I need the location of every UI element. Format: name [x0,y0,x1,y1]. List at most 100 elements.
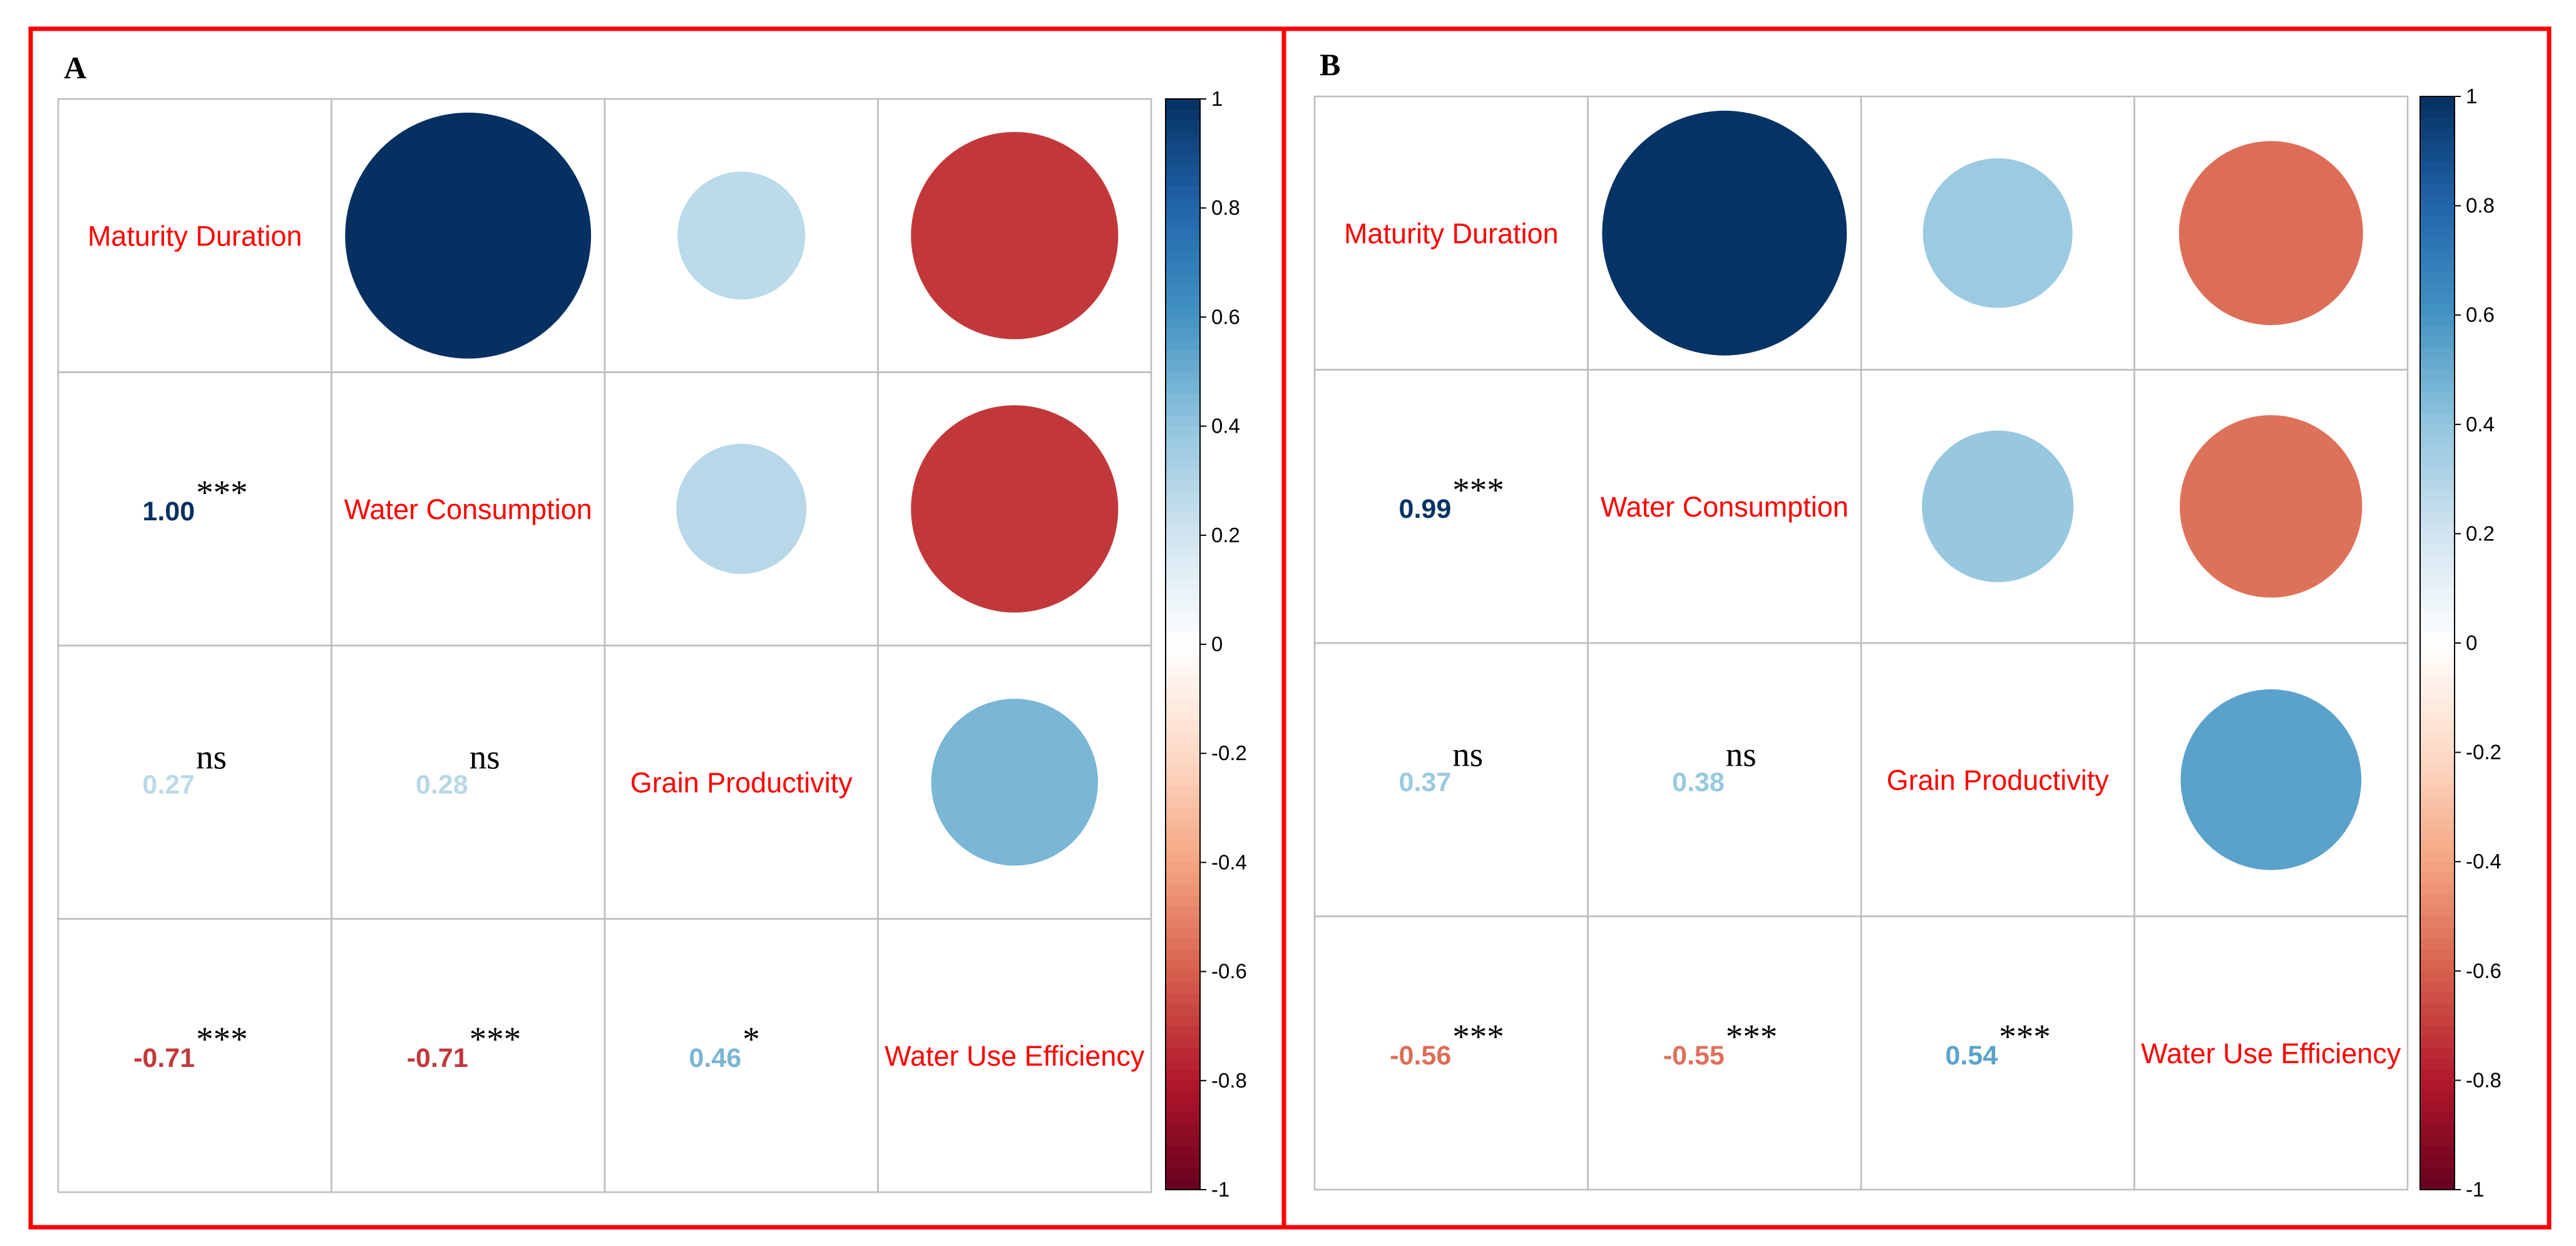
panel-a-colorbar-step [1166,687,1200,699]
panel-b-colorbar-step [2420,785,2455,797]
panel-a-colorbar-tick-label: 0.6 [1211,305,1240,328]
panel-a-colorbar-step [1166,164,1200,176]
panel-a-colorbar-step [1166,186,1200,198]
panel-a-colorbar-step [1166,251,1200,264]
panel-a-colorbar-step [1166,971,1200,983]
panel-b-colorbar-step [2420,217,2455,229]
panel-b-circle-2-3 [2180,689,2362,870]
panel-a-colorbar-step [1166,470,1200,481]
panel-a-circle-1-3 [911,405,1119,613]
panel-a-colorbar-step [1166,796,1200,809]
panel-b-colorbar-step [2420,512,2455,523]
panel-b-colorbar-step [2420,173,2455,185]
panel-b-colorbar-step [2420,118,2455,130]
panel-b-colorbar-step [2420,435,2455,447]
panel-b-colorbar-step [2420,238,2455,250]
panel-a: A 1 0.8 0.6 0.4 0.2 0 -0.2 -0.4 -0.6 -0.8 -1 Matur… [28,26,1286,1230]
panel-a-circle-1-2 [676,443,807,574]
panel-b-colorbar-step [2420,555,2455,567]
panel-a-circle-0-2 [677,172,806,300]
panel-a-colorbar-step [1166,677,1200,689]
panel-a-colorbar-step [1166,219,1200,230]
panel-b-colorbar-step [2420,960,2455,972]
panel-a-colorbar-step [1166,1069,1200,1081]
panel-a-colorbar-step [1166,448,1200,460]
panel-b-colorbar-step [2420,1178,2455,1190]
panel-b-colorbar-step [2420,894,2455,906]
panel-a-label-water-consumption: Water Consumption [344,493,592,525]
panel-a-colorbar-step [1166,262,1200,274]
panel-b-sig-3-1: *** [1726,1017,1778,1056]
panel-b-colorbar-tick-label: 0 [2466,631,2477,654]
panel-b-colorbar-tick-label: -0.6 [2466,959,2502,982]
panel-a-cell-3-3 [877,918,1152,1193]
panel-b-circle-1-3 [2180,415,2363,598]
panel-b-colorbar-step [2420,632,2455,644]
panel-b: B 1 0.8 0.6 0.4 0.2 0 -0.2 -0.4 -0.6 -0.8 -1 Matur… [1281,26,2552,1230]
panel-a-colorbar-step [1166,502,1200,514]
panel-b-colorbar-step [2420,698,2455,709]
panel-a-coef-3-2: 0.46 [689,1043,742,1073]
panel-a-colorbar-tick-label: 0 [1211,632,1223,656]
panel-a-colorbar-step [1166,927,1200,940]
panel-a-colorbar-step [1166,339,1200,351]
panel-b-colorbar-step [2420,883,2455,895]
panel-b-colorbar-step [2420,380,2455,393]
panel-a-colorbar-step [1166,731,1200,743]
panel-a-colorbar-step [1166,1168,1200,1180]
panel-a-colorbar-step [1166,131,1200,143]
panel-a-colorbar-step [1166,862,1200,874]
panel-a-colorbar-step [1166,589,1200,602]
panel-b-colorbar-step [2420,107,2455,119]
panel-b-sig-2-0: ns [1452,735,1483,773]
panel-b-colorbar-step [2420,315,2455,327]
panel-b-colorbar-step [2420,949,2455,961]
panel-a-colorbar-step [1166,361,1200,373]
panel-b-colorbar-step [2420,195,2455,207]
panel-b-colorbar-step [2420,862,2455,873]
panel-b-colorbar-step [2420,479,2455,491]
panel-b-colorbar-step [2420,643,2455,655]
panel-b-colorbar-step [2420,992,2455,1004]
panel-b-colorbar-step [2420,774,2455,786]
panel-b-colorbar-step [2420,664,2455,677]
panel-a-colorbar-step [1166,851,1200,863]
panel-b-colorbar-step [2420,752,2455,764]
panel-a-colorbar-step [1166,808,1200,820]
panel-b-colorbar-step [2420,260,2455,272]
panel-a-colorbar-step [1166,535,1200,547]
panel-b-label-maturity-duration: Maturity Duration [1344,217,1559,249]
panel-b-colorbar-step [2420,151,2455,163]
panel-b-colorbar-step [2420,905,2455,917]
panel-b-colorbar-step [2420,369,2455,381]
panel-b-colorbar-step [2420,850,2455,862]
panel-a-coef-2-1: 0.28 [416,770,468,800]
panel-a-colorbar-step [1166,1037,1200,1049]
panel-a-colorbar-step [1166,175,1200,187]
panel-b-colorbar-step [2420,304,2455,316]
panel-a-colorbar-step [1166,906,1200,918]
panel-a-sig-3-1: *** [470,1020,521,1058]
panel-b-correlogram: Maturity Duration Water Consumption Grain … [1313,95,2409,1191]
panel-b-label-water-consumption: Water Consumption [1601,491,1849,523]
panel-a-colorbar-step [1166,208,1200,220]
panel-a-colorbar-step [1166,393,1200,405]
panel-b-colorbar-step [2420,271,2455,283]
panel-a-colorbar-step [1166,284,1200,296]
panel-a-colorbar-step [1166,611,1200,623]
panel-b-colorbar-step [2420,1036,2455,1048]
panel-b-colorbar-step [2420,533,2455,545]
panel-b-colorbar-step [2420,348,2455,359]
panel-b-colorbar-step [2420,1026,2455,1037]
panel-b-colorbar-step [2420,227,2455,239]
panel-b-colorbar-step [2420,806,2455,819]
panel-a-colorbar-step [1166,1102,1200,1114]
panel-b-colorbar-step [2420,1091,2455,1103]
panel-b-colorbar-step [2420,457,2455,469]
panel-b-colorbar-step [2420,205,2455,217]
panel-b-colorbar-step [2420,326,2455,337]
panel-a-colorbar-step [1166,720,1200,733]
panel-b-coef-3-2: 0.54 [1946,1041,1998,1071]
panel-b-colorbar-step [2420,1124,2455,1136]
